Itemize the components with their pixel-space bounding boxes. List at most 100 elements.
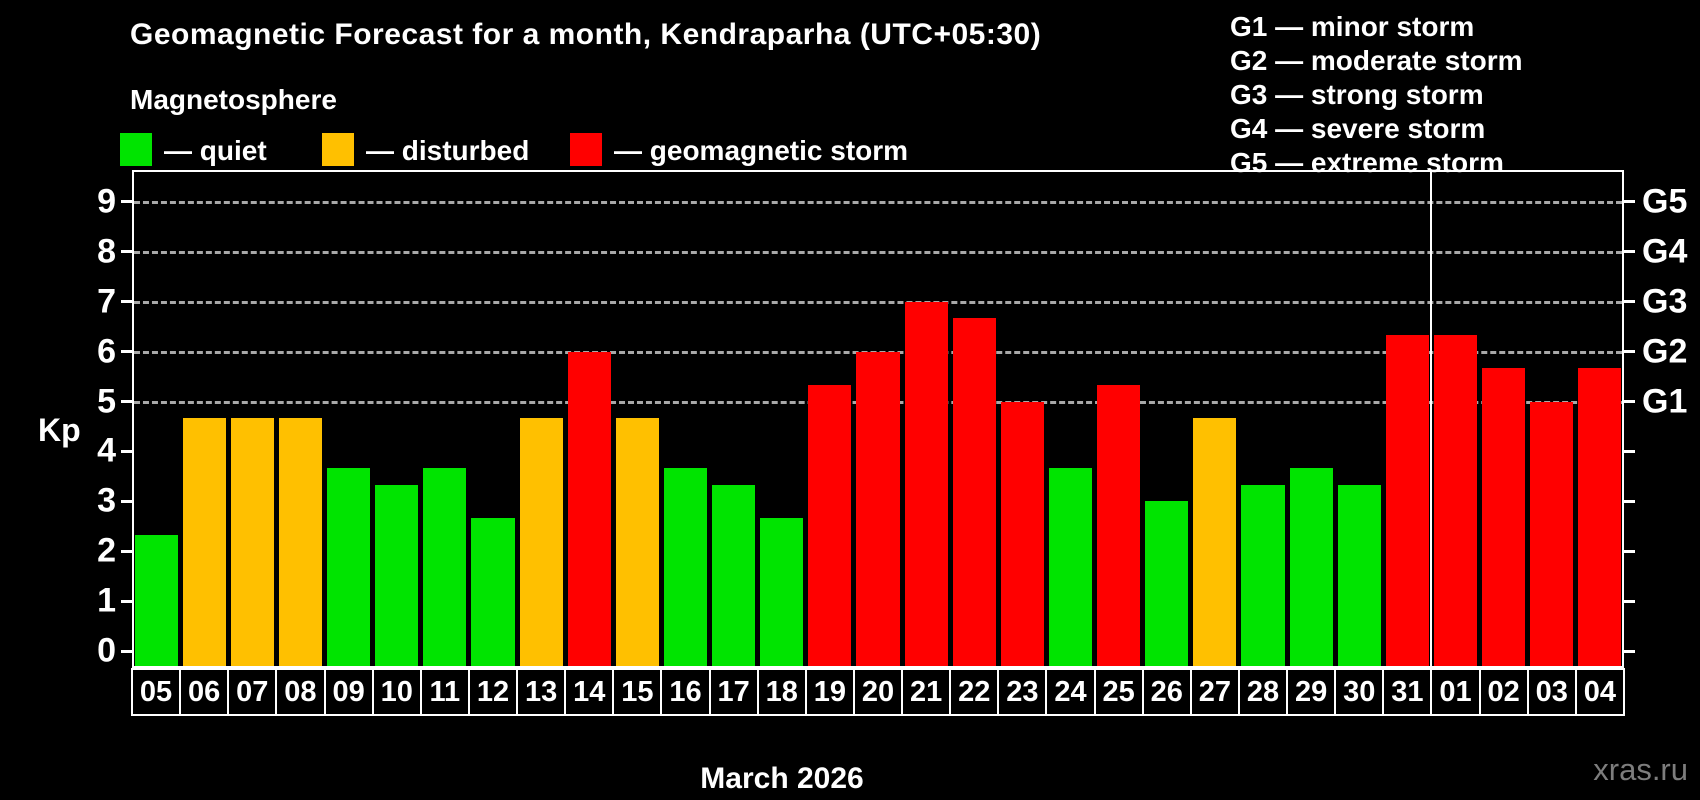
date-box-19: 19 bbox=[804, 668, 855, 716]
disturbed-swatch bbox=[322, 133, 354, 166]
x-axis-title: March 2026 bbox=[700, 762, 864, 795]
quiet-label: — quiet bbox=[164, 135, 267, 166]
y-tick-left-1 bbox=[121, 599, 132, 603]
g3-legend-line: G3 — strong storm bbox=[1230, 79, 1484, 110]
bar-day-16 bbox=[663, 467, 708, 668]
y-tick-label-9: 9 bbox=[97, 182, 116, 221]
y-tick-left-0 bbox=[121, 649, 132, 653]
bar-day-20 bbox=[856, 351, 900, 668]
date-box-07: 07 bbox=[227, 668, 278, 716]
gridline-kp-7 bbox=[134, 300, 1622, 304]
y-tick-right-6 bbox=[1624, 350, 1635, 354]
date-box-16: 16 bbox=[660, 668, 711, 716]
date-box-15: 15 bbox=[612, 668, 663, 716]
bar-day-19 bbox=[808, 385, 852, 668]
g-axis-label-g1: G1 bbox=[1642, 382, 1688, 421]
bar-day-31 bbox=[1385, 335, 1429, 668]
gridline-kp-9 bbox=[134, 200, 1622, 204]
date-box-17: 17 bbox=[708, 668, 759, 716]
date-box-13: 13 bbox=[516, 668, 567, 716]
y-tick-label-2: 2 bbox=[97, 531, 116, 570]
y-tick-label-7: 7 bbox=[97, 282, 116, 321]
y-tick-left-9 bbox=[121, 200, 132, 204]
month-separator-line bbox=[1430, 170, 1433, 668]
g1-legend-line: G1 — minor storm bbox=[1230, 11, 1475, 42]
bar-day-06 bbox=[182, 418, 226, 668]
bar-day-10 bbox=[375, 484, 419, 668]
g2-legend-line: G2 — moderate storm bbox=[1230, 45, 1523, 76]
date-box-08: 08 bbox=[275, 668, 326, 716]
y-axis-title: Kp bbox=[38, 412, 81, 448]
bar-day-23 bbox=[1000, 401, 1044, 668]
date-box-03: 03 bbox=[1526, 668, 1577, 716]
date-box-11: 11 bbox=[419, 668, 470, 716]
date-box-09: 09 bbox=[323, 668, 374, 716]
date-box-23: 23 bbox=[997, 668, 1048, 716]
y-tick-left-2 bbox=[121, 549, 132, 553]
magnetosphere-label: Magnetosphere bbox=[130, 84, 337, 115]
storm-swatch bbox=[570, 133, 602, 166]
bar-day-09 bbox=[327, 467, 371, 668]
bar-day-28 bbox=[1241, 484, 1285, 668]
date-box-28: 28 bbox=[1237, 668, 1289, 716]
bar-day-01 bbox=[1433, 335, 1478, 668]
bar-day-21 bbox=[904, 301, 948, 668]
bar-day-07 bbox=[230, 418, 274, 668]
date-box-01: 01 bbox=[1430, 668, 1481, 716]
date-box-26: 26 bbox=[1141, 668, 1192, 716]
y-tick-label-0: 0 bbox=[97, 631, 116, 670]
bar-day-08 bbox=[278, 418, 322, 668]
date-box-20: 20 bbox=[852, 668, 904, 716]
bar-day-12 bbox=[471, 517, 515, 668]
bar-day-30 bbox=[1337, 484, 1381, 668]
y-tick-right-4 bbox=[1624, 449, 1635, 453]
date-box-27: 27 bbox=[1189, 668, 1240, 716]
date-box-21: 21 bbox=[901, 668, 952, 716]
date-box-12: 12 bbox=[467, 668, 519, 716]
y-tick-right-2 bbox=[1624, 549, 1635, 553]
bar-day-22 bbox=[952, 318, 996, 668]
y-tick-left-8 bbox=[121, 250, 132, 254]
storm-label: — geomagnetic storm bbox=[614, 135, 909, 166]
watermark: xras.ru bbox=[1593, 752, 1688, 787]
y-tick-label-3: 3 bbox=[97, 481, 116, 520]
y-tick-right-7 bbox=[1624, 300, 1635, 304]
g-scale-legend: G1 — minor storm G2 — moderate storm G3 … bbox=[1230, 10, 1523, 180]
date-box-14: 14 bbox=[564, 668, 615, 716]
g-axis-label-g5: G5 bbox=[1642, 182, 1688, 221]
date-box-05: 05 bbox=[131, 668, 182, 716]
y-tick-right-9 bbox=[1624, 200, 1635, 204]
y-tick-label-6: 6 bbox=[97, 332, 116, 371]
date-box-02: 02 bbox=[1478, 668, 1529, 716]
bar-day-04 bbox=[1578, 368, 1622, 668]
g-axis-label-g4: G4 bbox=[1642, 232, 1688, 271]
bar-day-02 bbox=[1482, 368, 1526, 668]
y-tick-right-5 bbox=[1624, 400, 1635, 404]
bar-day-11 bbox=[423, 467, 467, 668]
g-axis-label-g3: G3 bbox=[1642, 282, 1688, 321]
y-tick-right-8 bbox=[1624, 250, 1635, 254]
y-tick-left-4 bbox=[121, 449, 132, 453]
g4-legend-line: G4 — severe storm bbox=[1230, 113, 1486, 144]
bar-day-05 bbox=[134, 534, 178, 668]
g5-legend-line: G5 — extreme storm bbox=[1230, 147, 1504, 178]
bar-day-14 bbox=[567, 351, 611, 668]
y-tick-left-5 bbox=[121, 400, 132, 404]
y-tick-left-3 bbox=[121, 499, 132, 503]
bar-day-27 bbox=[1193, 418, 1237, 668]
y-tick-label-5: 5 bbox=[97, 382, 116, 421]
bar-day-17 bbox=[712, 484, 756, 668]
date-box-24: 24 bbox=[1045, 668, 1096, 716]
quiet-swatch bbox=[120, 133, 152, 166]
bar-day-29 bbox=[1289, 467, 1333, 668]
disturbed-label: — disturbed bbox=[366, 135, 530, 166]
date-box-25: 25 bbox=[1093, 668, 1144, 716]
date-box-31: 31 bbox=[1382, 668, 1433, 716]
gridline-kp-8 bbox=[134, 250, 1622, 254]
y-tick-label-8: 8 bbox=[97, 232, 116, 271]
bar-day-24 bbox=[1048, 467, 1093, 668]
date-box-04: 04 bbox=[1574, 668, 1625, 716]
bar-day-26 bbox=[1145, 501, 1189, 668]
y-tick-left-7 bbox=[121, 300, 132, 304]
